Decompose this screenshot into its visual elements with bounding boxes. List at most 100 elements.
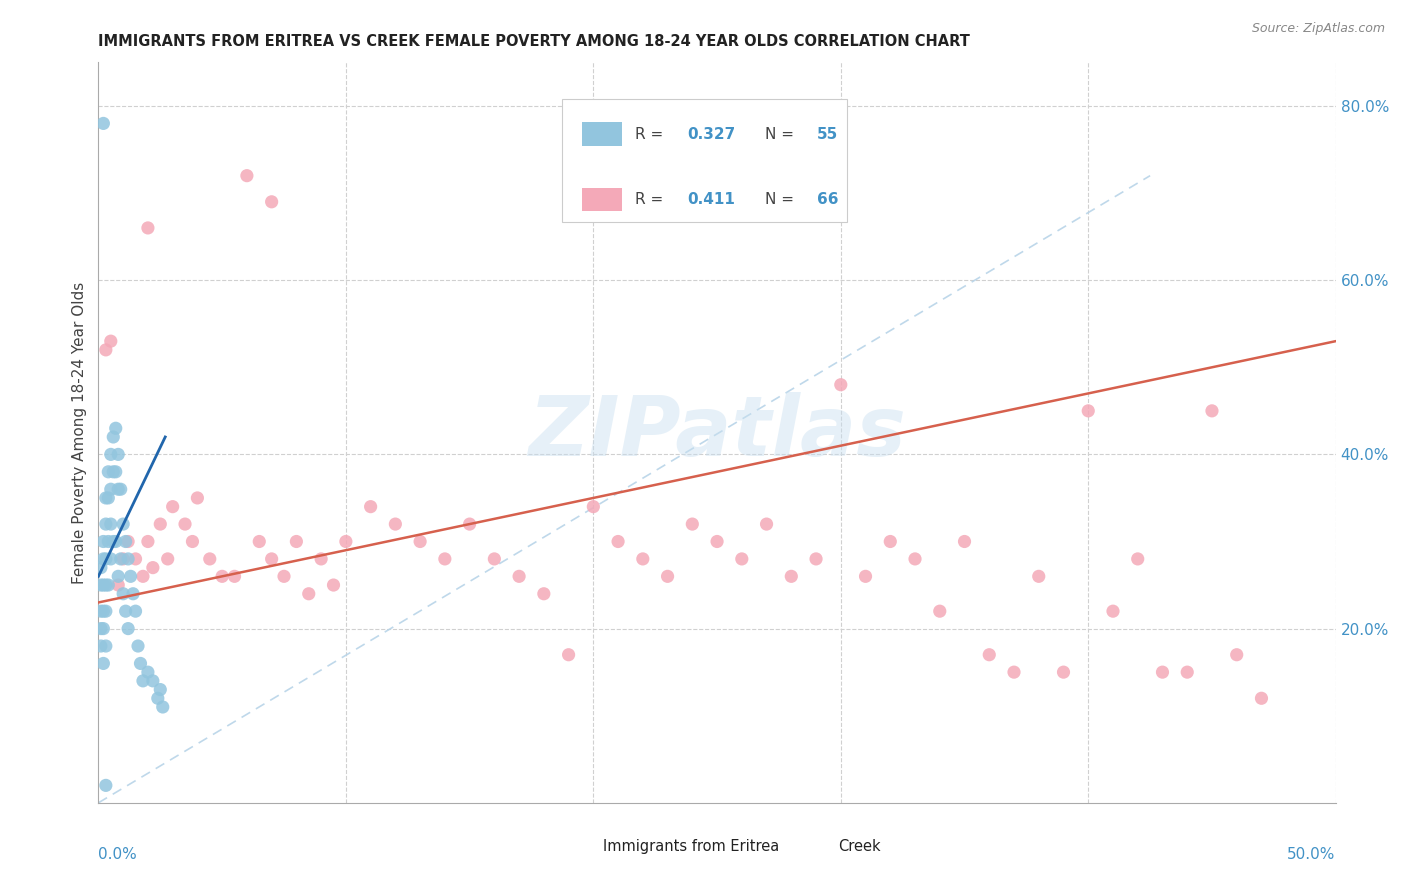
Point [1126, 552, 1149, 566]
Point [142, 560, 165, 574]
Point [484, 552, 506, 566]
Point [146, 691, 169, 706]
FancyBboxPatch shape [568, 838, 598, 855]
Point [93, 534, 115, 549]
Point [804, 552, 827, 566]
Point [607, 534, 630, 549]
Point [114, 604, 136, 618]
Point [433, 552, 456, 566]
Point [90, 560, 112, 574]
Text: 66: 66 [817, 192, 839, 207]
Point [755, 517, 778, 532]
Point [904, 552, 927, 566]
Point [1052, 665, 1074, 680]
Point [198, 552, 221, 566]
Point [879, 534, 901, 549]
Point [335, 534, 357, 549]
Text: 50.0%: 50.0% [1288, 847, 1336, 863]
Point [94, 578, 117, 592]
Point [100, 482, 122, 496]
Point [224, 569, 246, 583]
Point [136, 221, 159, 235]
Text: Creek: Creek [838, 839, 882, 854]
Point [181, 534, 204, 549]
Point [93, 622, 115, 636]
Point [107, 447, 129, 461]
FancyBboxPatch shape [562, 99, 846, 221]
Text: Immigrants from Eritrea: Immigrants from Eritrea [603, 839, 779, 854]
Point [117, 622, 139, 636]
Point [780, 569, 803, 583]
Text: N =: N = [765, 192, 799, 207]
Text: 0.327: 0.327 [688, 127, 735, 142]
Point [260, 194, 283, 209]
Point [132, 673, 155, 688]
Text: Source: ZipAtlas.com: Source: ZipAtlas.com [1251, 22, 1385, 36]
Point [953, 534, 976, 549]
Point [104, 421, 127, 435]
Point [1028, 569, 1050, 583]
Point [1175, 665, 1198, 680]
Point [1201, 404, 1223, 418]
Point [260, 552, 283, 566]
Point [107, 578, 129, 592]
Point [322, 578, 344, 592]
Point [247, 534, 270, 549]
Point [855, 569, 877, 583]
Y-axis label: Female Poverty Among 18-24 Year Olds: Female Poverty Among 18-24 Year Olds [72, 282, 87, 583]
Point [631, 552, 654, 566]
Point [136, 665, 159, 680]
Point [94, 778, 117, 792]
Point [830, 377, 852, 392]
Point [94, 343, 117, 357]
Point [112, 587, 135, 601]
Point [97, 465, 120, 479]
Point [1250, 691, 1272, 706]
Point [174, 517, 197, 532]
Point [149, 517, 172, 532]
Point [97, 491, 120, 505]
Text: N =: N = [765, 127, 799, 142]
Point [97, 534, 120, 549]
Point [103, 465, 125, 479]
Point [458, 517, 481, 532]
Point [1002, 665, 1025, 680]
Point [1077, 404, 1099, 418]
Point [152, 700, 174, 714]
Point [90, 578, 112, 592]
Point [1152, 665, 1174, 680]
Point [110, 482, 132, 496]
Point [120, 569, 142, 583]
Point [409, 534, 432, 549]
Point [149, 682, 172, 697]
Point [1226, 648, 1249, 662]
Point [236, 169, 259, 183]
Point [104, 534, 127, 549]
Point [100, 552, 122, 566]
Point [508, 569, 530, 583]
Point [93, 578, 115, 592]
Point [681, 517, 703, 532]
Text: ZIPatlas: ZIPatlas [529, 392, 905, 473]
Point [107, 569, 129, 583]
Text: R =: R = [636, 192, 668, 207]
Point [93, 552, 115, 566]
Point [136, 534, 159, 549]
Point [94, 552, 117, 566]
Point [1102, 604, 1125, 618]
Point [93, 604, 115, 618]
Point [132, 569, 155, 583]
Point [142, 673, 165, 688]
Point [103, 534, 125, 549]
Point [90, 604, 112, 618]
Point [112, 552, 135, 566]
Point [100, 517, 122, 532]
Text: 0.0%: 0.0% [98, 847, 138, 863]
Point [186, 491, 208, 505]
Text: 55: 55 [817, 127, 838, 142]
Point [162, 500, 184, 514]
Point [122, 587, 145, 601]
Point [285, 534, 308, 549]
FancyBboxPatch shape [582, 187, 621, 211]
Point [731, 552, 754, 566]
